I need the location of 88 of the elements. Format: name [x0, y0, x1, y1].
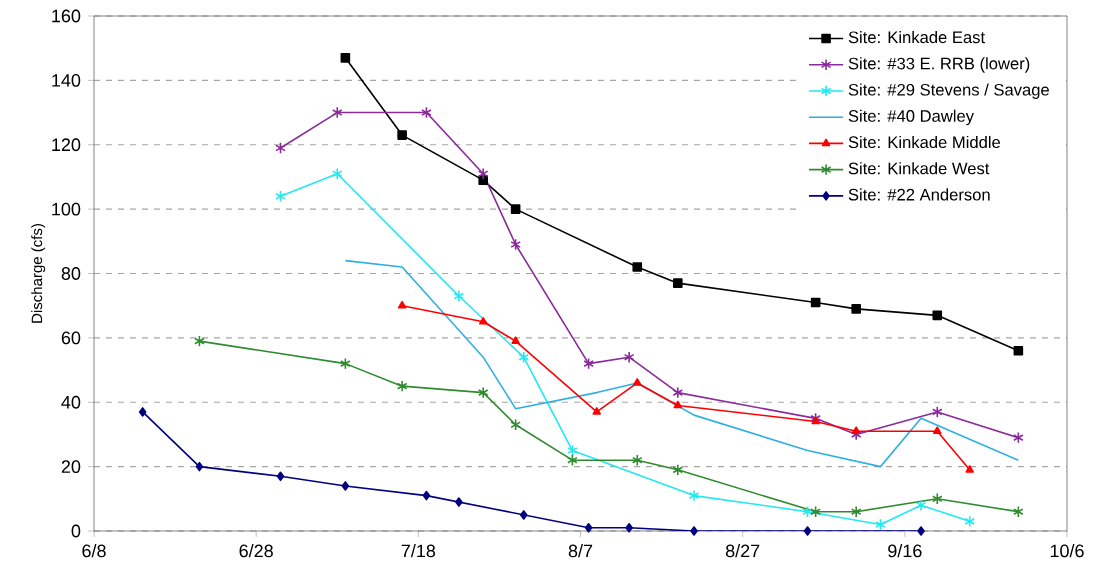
point [518, 351, 530, 364]
y-tick-label: 100 [52, 202, 81, 216]
y-tick-label: 120 [52, 138, 81, 152]
point [510, 238, 521, 251]
point [331, 167, 343, 180]
x-tick-label: 8/27 [725, 544, 760, 558]
point [422, 490, 431, 501]
point [194, 335, 205, 348]
point [631, 454, 643, 467]
point [931, 405, 943, 418]
point [917, 526, 925, 536]
point [1013, 505, 1024, 518]
point [810, 297, 821, 308]
point [195, 461, 204, 472]
point [275, 141, 286, 154]
point [592, 407, 601, 415]
y-tick-label: 40 [61, 395, 81, 409]
point [477, 167, 489, 180]
point [331, 106, 343, 119]
x-tick-label: 6/8 [82, 544, 106, 558]
point [875, 518, 886, 531]
point [623, 351, 635, 364]
point [633, 378, 642, 386]
y-tick-label: 140 [52, 74, 81, 87]
point [964, 515, 975, 528]
point [453, 290, 465, 303]
x-tick-label: 9/16 [888, 544, 922, 558]
x-tick-label: 8/7 [568, 544, 593, 558]
x-tick-label: 10/6 [1050, 544, 1084, 558]
y-tick-label: 60 [61, 331, 81, 345]
point [567, 454, 578, 467]
point [455, 497, 463, 507]
point [510, 418, 521, 431]
y-tick-label: 20 [61, 460, 81, 474]
point [511, 336, 520, 344]
point [340, 53, 351, 63]
point [625, 522, 633, 533]
point [397, 300, 407, 309]
point [477, 386, 489, 399]
legend-label: Site: #22 Anderson [848, 188, 990, 201]
point [396, 380, 408, 393]
point [567, 444, 578, 457]
point [478, 316, 488, 325]
point [915, 499, 927, 512]
point [851, 304, 861, 314]
y-axis-title: Discharge (cfs) [31, 224, 46, 323]
point [672, 463, 684, 476]
point [510, 204, 521, 214]
legend-label: Site: Kinkade Middle [848, 135, 1001, 149]
y-tick-label: 160 [52, 9, 81, 23]
point [341, 481, 350, 491]
point [851, 426, 861, 435]
point [965, 465, 974, 473]
point [340, 357, 351, 370]
point [397, 130, 407, 140]
point [933, 426, 942, 435]
point [276, 471, 285, 482]
point [690, 526, 698, 536]
point [673, 278, 683, 288]
point [138, 407, 147, 417]
point [810, 505, 821, 518]
point [802, 505, 813, 518]
y-tick-label: 0 [71, 524, 81, 538]
point [672, 386, 684, 399]
point [519, 510, 528, 520]
point [688, 489, 700, 502]
point [803, 526, 812, 536]
legend-label: Site: Kinkade East [848, 31, 985, 44]
line-series [344, 259, 1020, 468]
point [932, 310, 943, 321]
point [931, 492, 943, 505]
point [275, 190, 286, 203]
point [421, 106, 432, 119]
point [584, 522, 593, 533]
legend-label: Site: #40 Dawley [848, 109, 974, 126]
point [583, 357, 594, 370]
point [673, 400, 683, 409]
x-tick-label: 6/28 [239, 544, 273, 558]
point [1013, 431, 1024, 444]
point [811, 416, 820, 425]
point [632, 262, 643, 272]
point [850, 505, 862, 518]
point [1013, 345, 1024, 356]
legend-label: Site: #29 Stevens / Savage [848, 83, 1049, 99]
legend-label: Site: Kinkade West [848, 162, 990, 175]
x-tick-label: 7/18 [401, 544, 436, 558]
y-tick-label: 80 [61, 267, 81, 280]
legend-label: Site: #33 E. RRB (lower) [848, 57, 1030, 73]
